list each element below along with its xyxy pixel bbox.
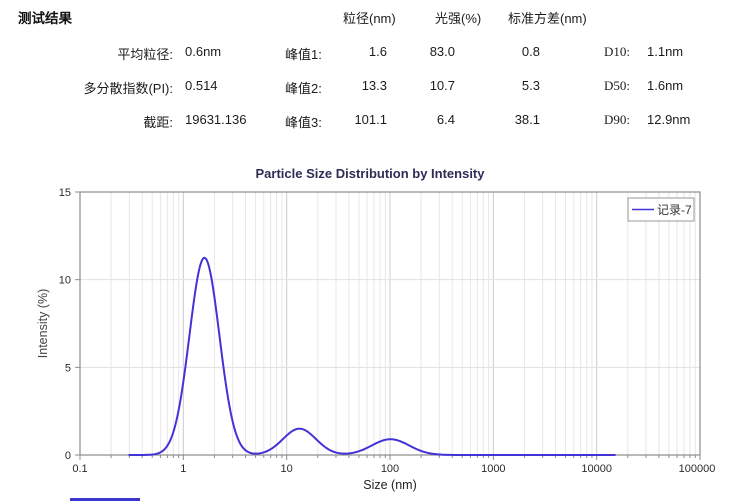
d50-value: 1.6nm (647, 78, 684, 93)
peak1-std: 0.8 (521, 44, 540, 59)
peak3-intensity: 6.4 (436, 112, 455, 127)
intensity-distribution-chart: 0.1 1 10 100 1000 10000 100000 0 5 10 15 Particle S… (36, 166, 716, 492)
intercept-label: 截距: (143, 115, 173, 130)
peak2-label: 峰值2: (285, 81, 322, 96)
d50-label: D50: (604, 78, 630, 93)
column-header-intensity: 光强(%) (435, 11, 482, 26)
peak3-size: 101.1 (354, 112, 387, 127)
y-axis-label: Intensity (%) (36, 289, 50, 358)
x-axis-label: Size (nm) (363, 478, 416, 492)
d90-value: 12.9nm (647, 112, 691, 127)
x-tick-label: 1000 (481, 463, 505, 475)
peak2-intensity: 10.7 (429, 78, 455, 93)
y-tick-label: 15 (59, 187, 71, 199)
peak1-size: 1.6 (368, 44, 387, 59)
section-title: 测试结果 (18, 11, 72, 26)
x-tick-label: 0.1 (72, 463, 87, 475)
column-header-size: 粒径(nm) (343, 11, 396, 26)
peak2-size: 13.3 (361, 78, 387, 93)
legend-box (627, 197, 695, 222)
x-tick-label: 100 (381, 463, 399, 475)
peak2-std: 5.3 (521, 78, 540, 93)
x-tick-label: 1 (180, 463, 186, 475)
intensity-curve (128, 256, 616, 456)
intercept-value: 19631.136 (185, 112, 247, 127)
x-tick-label: 10 (281, 463, 293, 475)
pdi-value: 0.514 (185, 78, 218, 93)
d90-label: D90: (604, 112, 630, 127)
peak3-label: 峰值3: (285, 115, 322, 130)
peak3-std: 38.1 (514, 112, 540, 127)
mean-size-label: 平均粒径: (117, 47, 173, 62)
x-tick-label: 100000 (679, 463, 716, 475)
column-header-std: 标准方差(nm) (508, 11, 587, 26)
pdi-label: 多分散指数(PI): (83, 81, 173, 96)
chart-title: Particle Size Distribution by Intensity (256, 166, 486, 181)
mean-size-value: 0.6nm (185, 44, 222, 59)
d10-label: D10: (604, 44, 630, 59)
y-tick-label: 5 (65, 362, 71, 374)
peak1-label: 峰值1: (285, 47, 322, 62)
x-tick-label: 10000 (581, 463, 612, 475)
y-tick-label: 0 (65, 450, 71, 462)
peak1-intensity: 83.0 (429, 44, 455, 59)
legend-label: 记录-7 (657, 203, 692, 217)
y-tick-label: 10 (59, 275, 71, 287)
bottom-left-blue-bar (70, 498, 140, 501)
d10-value: 1.1nm (647, 44, 684, 59)
